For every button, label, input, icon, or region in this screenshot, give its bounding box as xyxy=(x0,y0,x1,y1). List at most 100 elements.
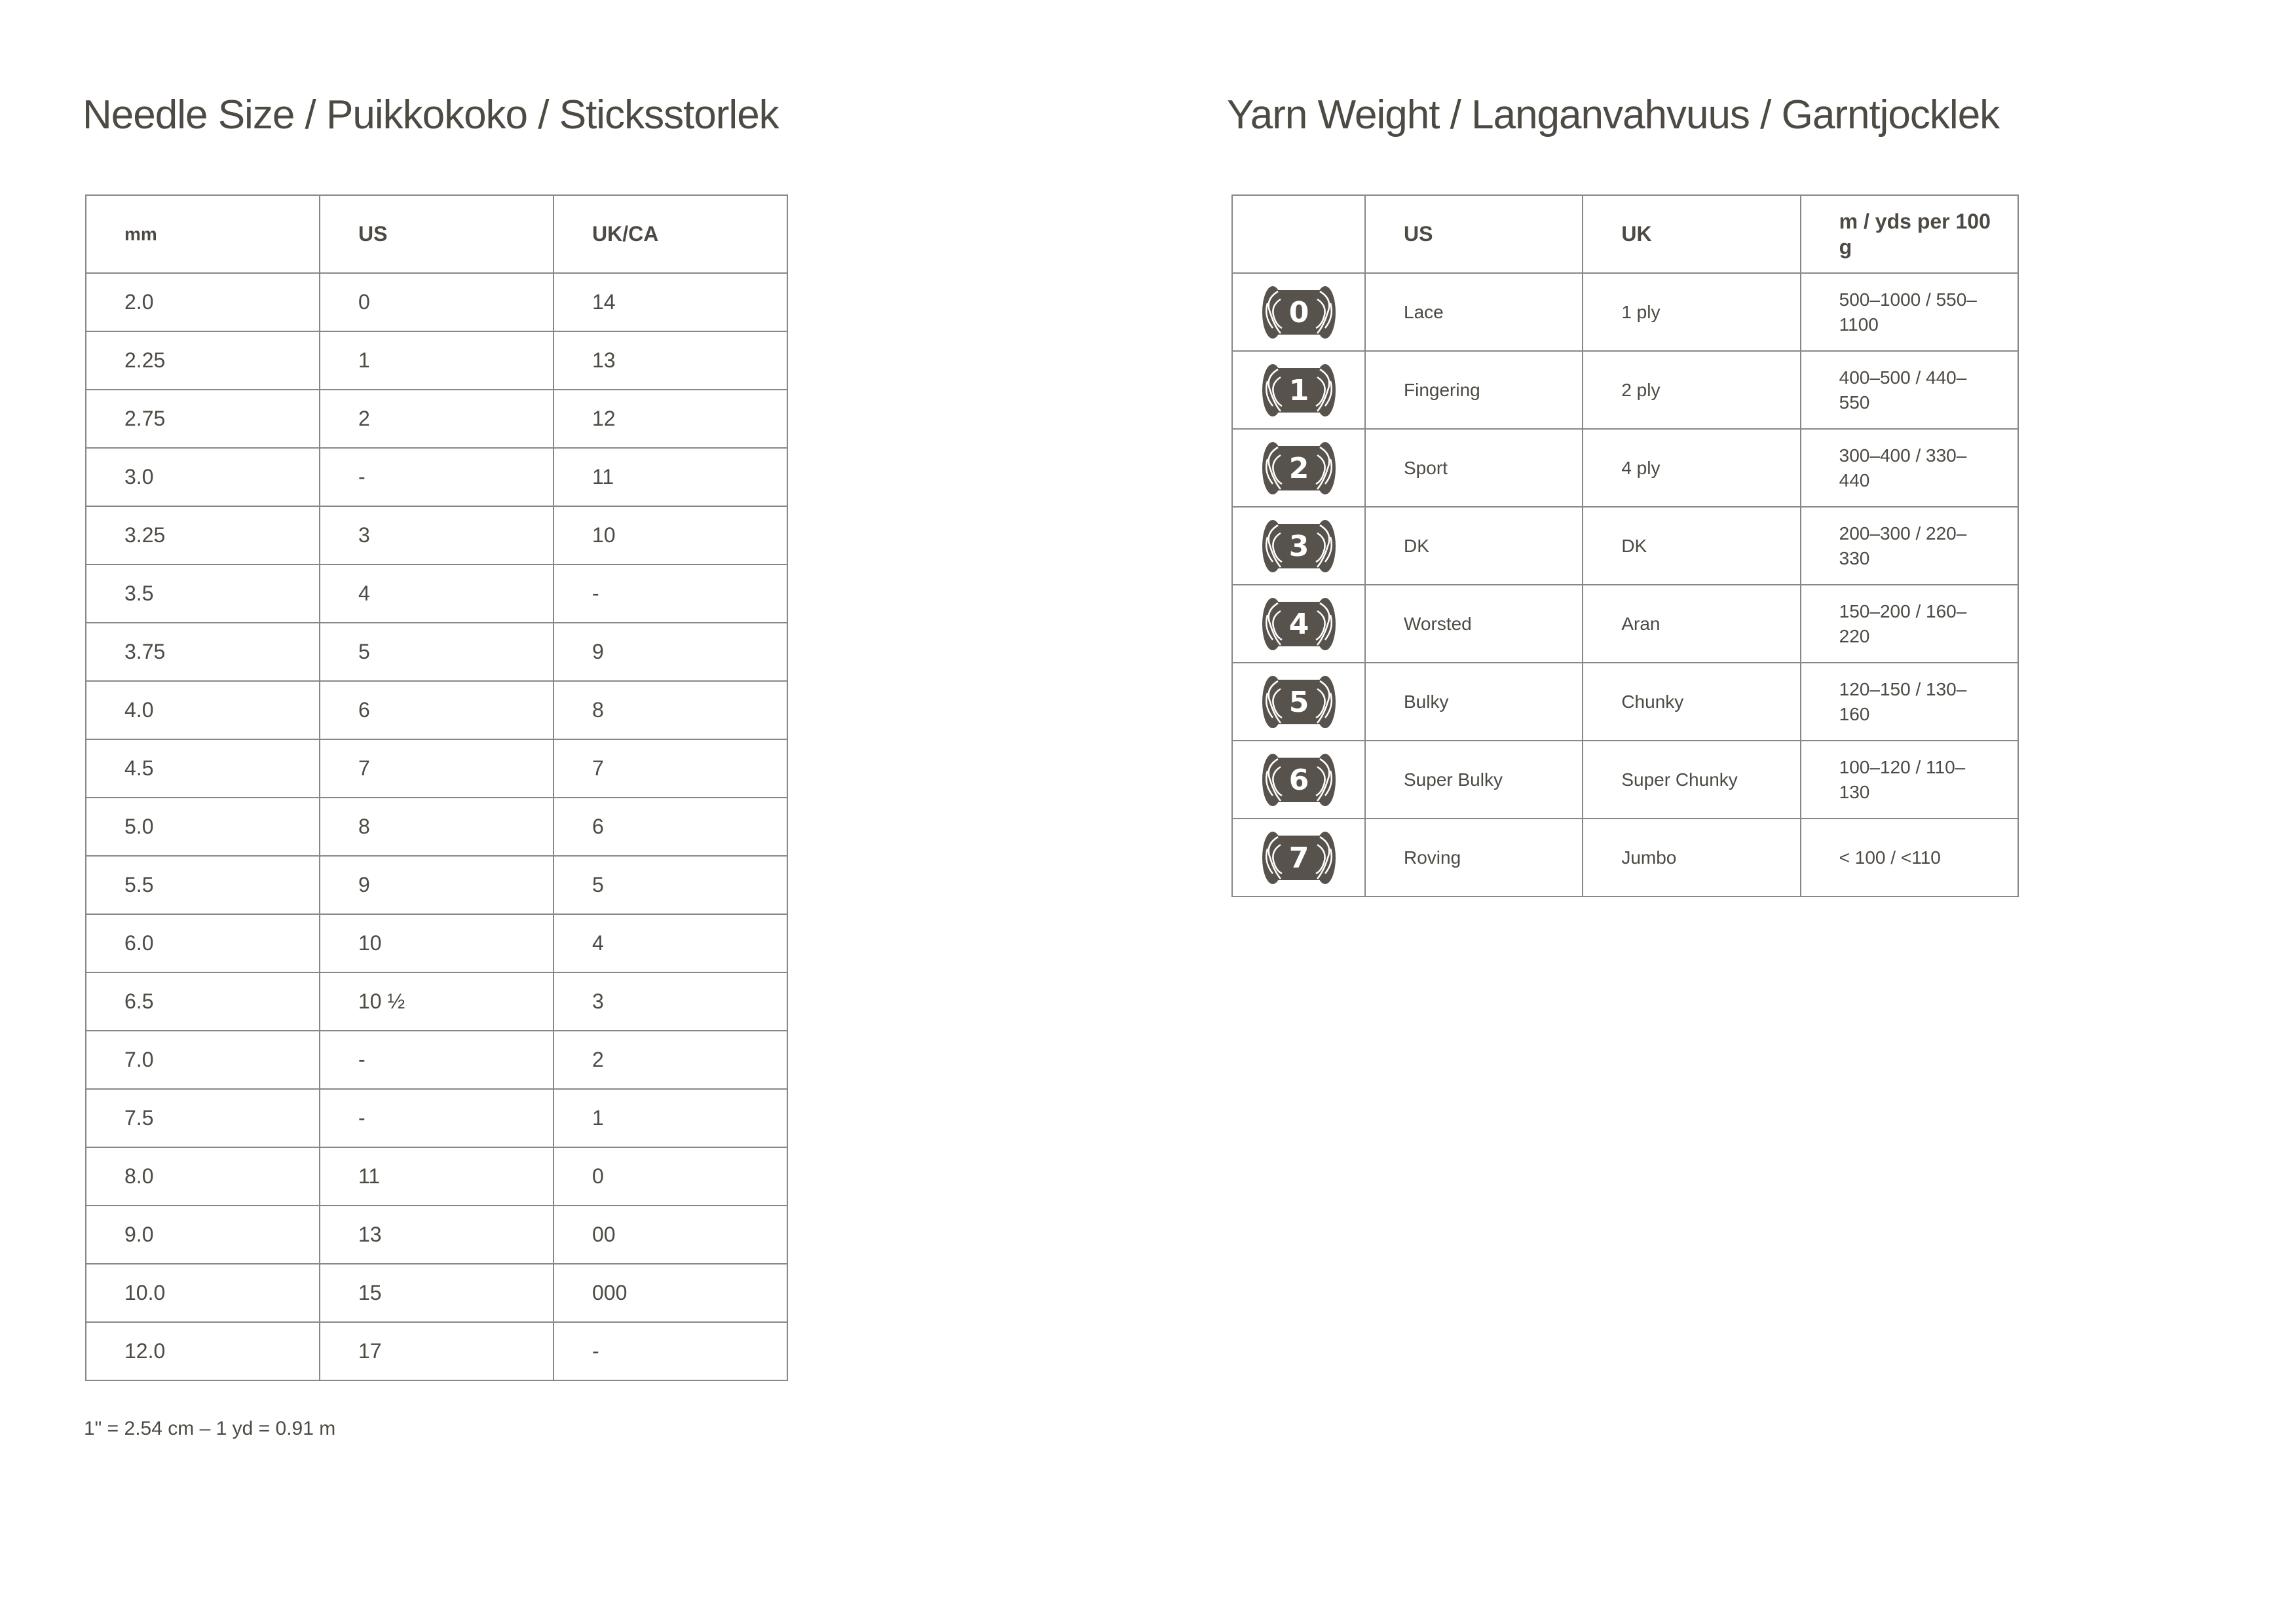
cell-length: 300–400 / 330–440 xyxy=(1799,428,2019,507)
cell-uk: DK xyxy=(1582,506,1801,585)
cell-uk: Aran xyxy=(1582,584,1801,663)
table-row: 8.0 11 0 xyxy=(85,1147,788,1206)
table-row: 7.5-1 xyxy=(85,1088,788,1148)
cell-uk-ca: 2 xyxy=(553,1030,788,1090)
weight-icon-cell: 0 xyxy=(1231,272,1366,352)
table-row: 12.0 17- xyxy=(85,1321,788,1381)
table-row: 3.5 4- xyxy=(85,564,788,623)
table-row: 2.75 2 12 xyxy=(85,389,788,449)
cell-us: 15 xyxy=(319,1263,554,1323)
table-row: 4.0 6 8 xyxy=(85,680,788,740)
weight-number: 6 xyxy=(1288,764,1309,797)
weight-number: 0 xyxy=(1288,296,1309,329)
cell-mm: 2.0 xyxy=(85,272,320,332)
yarn-weight-title: Yarn Weight / Langanvahvuus / Garntjockl… xyxy=(1227,92,2000,138)
weight-icon-cell: 3 xyxy=(1231,506,1366,585)
cell-uk-ca: 5 xyxy=(553,855,788,915)
cell-uk-ca: 12 xyxy=(553,389,788,449)
cell-uk-ca: 3 xyxy=(553,972,788,1031)
cell-us: - xyxy=(319,1088,554,1148)
cell-us: - xyxy=(319,447,554,507)
cell-us: DK xyxy=(1364,506,1584,585)
weight-icon-cell: 4 xyxy=(1231,584,1366,663)
table-row: 7.0-2 xyxy=(85,1030,788,1090)
table-row: 3 DK DK 200–300 / 220–330 xyxy=(1231,506,2019,585)
yarn-weight-table: US UK m / yds per 100 g 0 Lace 1 ply 500–1… xyxy=(1231,194,2019,897)
cell-mm: 4.0 xyxy=(85,680,320,740)
cell-uk: Jumbo xyxy=(1582,818,1801,897)
conversion-footnote: 1" = 2.54 cm – 1 yd = 0.91 m xyxy=(84,1418,336,1439)
cell-us: Bulky xyxy=(1364,662,1584,741)
cell-uk-ca: - xyxy=(553,1321,788,1381)
header-us: US xyxy=(1364,194,1584,274)
cell-uk-ca: 1 xyxy=(553,1088,788,1148)
cell-us: 4 xyxy=(319,564,554,623)
cell-us: 10 ½ xyxy=(319,972,554,1031)
cell-mm: 6.0 xyxy=(85,913,320,973)
weight-icon-cell: 2 xyxy=(1231,428,1366,507)
cell-uk: 1 ply xyxy=(1582,272,1801,352)
table-row: 5.5 9 5 xyxy=(85,855,788,915)
cell-mm: 12.0 xyxy=(85,1321,320,1381)
weight-icon-cell: 5 xyxy=(1231,662,1366,741)
cell-us: 13 xyxy=(319,1205,554,1264)
cell-uk: 4 ply xyxy=(1582,428,1801,507)
table-row: 3.0-11 xyxy=(85,447,788,507)
yarn-skein-icon: 3 xyxy=(1262,519,1336,572)
header-us: US xyxy=(319,194,554,274)
cell-us: 9 xyxy=(319,855,554,915)
table-row: 0 Lace 1 ply 500–1000 / 550–1100 xyxy=(1231,272,2019,352)
table-row: 9.0 13 00 xyxy=(85,1205,788,1264)
cell-length: 100–120 / 110–130 xyxy=(1799,740,2019,819)
cell-us: 6 xyxy=(319,680,554,740)
cell-uk-ca: - xyxy=(553,564,788,623)
yarn-skein-icon: 6 xyxy=(1262,753,1336,806)
cell-uk-ca: 000 xyxy=(553,1263,788,1323)
cell-uk: 2 ply xyxy=(1582,350,1801,430)
weight-number: 3 xyxy=(1288,530,1309,563)
table-row: 7 Roving Jumbo < 100 / <110 xyxy=(1231,818,2019,897)
cell-mm: 3.75 xyxy=(85,622,320,682)
needle-size-table: mm US UK/CA 2.0 0 14 2.25 1 13 2.75 2 12 3.0-11 3.… xyxy=(85,194,788,1381)
cell-mm: 2.75 xyxy=(85,389,320,449)
cell-uk-ca: 7 xyxy=(553,739,788,798)
weight-number: 4 xyxy=(1288,608,1309,641)
weight-number: 1 xyxy=(1288,374,1309,407)
cell-uk-ca: 8 xyxy=(553,680,788,740)
weight-number: 5 xyxy=(1288,686,1309,719)
yarn-skein-icon: 0 xyxy=(1262,286,1336,339)
weight-icon-cell: 1 xyxy=(1231,350,1366,430)
cell-mm: 6.5 xyxy=(85,972,320,1031)
weight-number: 2 xyxy=(1288,452,1309,485)
table-row: 2 Sport 4 ply 300–400 / 330–440 xyxy=(1231,428,2019,507)
cell-uk-ca: 00 xyxy=(553,1205,788,1264)
header-uk-ca: UK/CA xyxy=(553,194,788,274)
yarn-skein-icon: 1 xyxy=(1262,363,1336,416)
table-row: 4 Worsted Aran 150–200 / 160–220 xyxy=(1231,584,2019,663)
cell-uk-ca: 0 xyxy=(553,1147,788,1206)
cell-mm: 3.0 xyxy=(85,447,320,507)
cell-us: 5 xyxy=(319,622,554,682)
cell-us: 0 xyxy=(319,272,554,332)
table-row: 5 Bulky Chunky 120–150 / 130–160 xyxy=(1231,662,2019,741)
table-row: 2.0 0 14 xyxy=(85,272,788,332)
table-row: 10.0 15 000 xyxy=(85,1263,788,1323)
weight-number: 7 xyxy=(1288,841,1309,875)
cell-us: 3 xyxy=(319,506,554,565)
cell-us: 10 xyxy=(319,913,554,973)
yarn-skein-icon: 7 xyxy=(1262,831,1336,884)
cell-mm: 7.5 xyxy=(85,1088,320,1148)
cell-us: - xyxy=(319,1030,554,1090)
cell-us: 8 xyxy=(319,797,554,857)
cell-mm: 2.25 xyxy=(85,331,320,390)
table-row: 6 Super Bulky Super Chunky 100–120 / 110–1… xyxy=(1231,740,2019,819)
cell-uk-ca: 13 xyxy=(553,331,788,390)
table-row: 3.25 3 10 xyxy=(85,506,788,565)
cell-uk-ca: 6 xyxy=(553,797,788,857)
cell-us: 11 xyxy=(319,1147,554,1206)
table-row: 2.25 1 13 xyxy=(85,331,788,390)
cell-mm: 5.0 xyxy=(85,797,320,857)
cell-length: 200–300 / 220–330 xyxy=(1799,506,2019,585)
cell-us: Roving xyxy=(1364,818,1584,897)
